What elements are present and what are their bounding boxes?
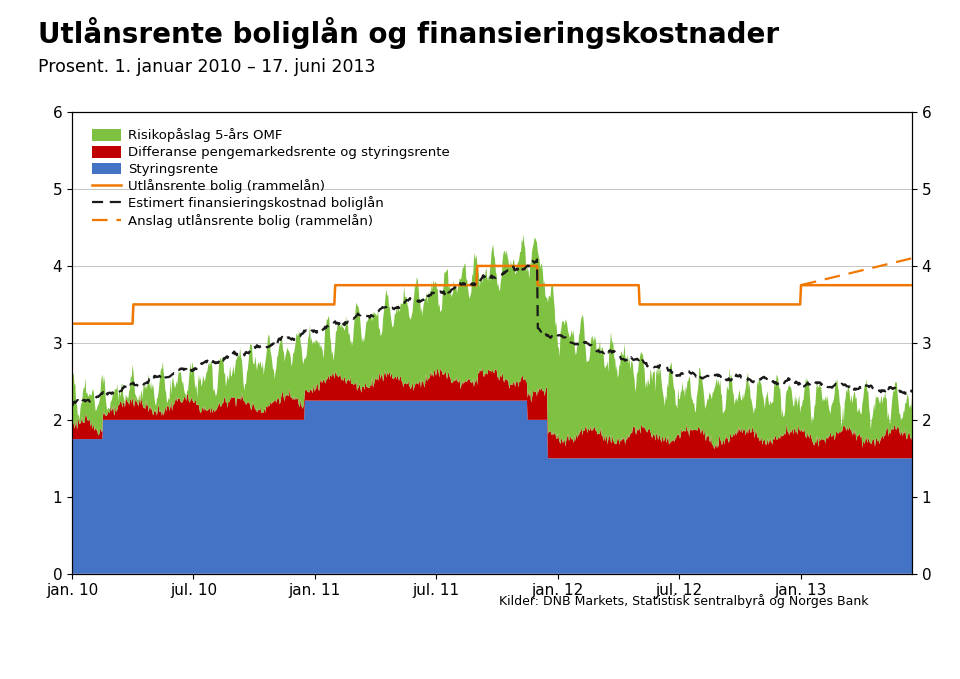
Text: Kilder: DNB Markets, Statistisk sentralbyrå og Norges Bank: Kilder: DNB Markets, Statistisk sentralb… <box>499 594 869 608</box>
Text: Utlånsrente boliglån og finansieringskostnader: Utlånsrente boliglån og finansieringskos… <box>38 17 780 49</box>
Text: Prosent. 1. januar 2010 – 17. juni 2013: Prosent. 1. januar 2010 – 17. juni 2013 <box>38 58 376 76</box>
Text: 17: 17 <box>913 640 936 657</box>
Legend: Risikopåslag 5-års OMF, Differanse pengemarkedsrente og styringsrente, Styringsr: Risikopåslag 5-års OMF, Differanse penge… <box>87 124 455 233</box>
Text: ✱NB✱  NORGES BANK: ✱NB✱ NORGES BANK <box>24 640 226 657</box>
